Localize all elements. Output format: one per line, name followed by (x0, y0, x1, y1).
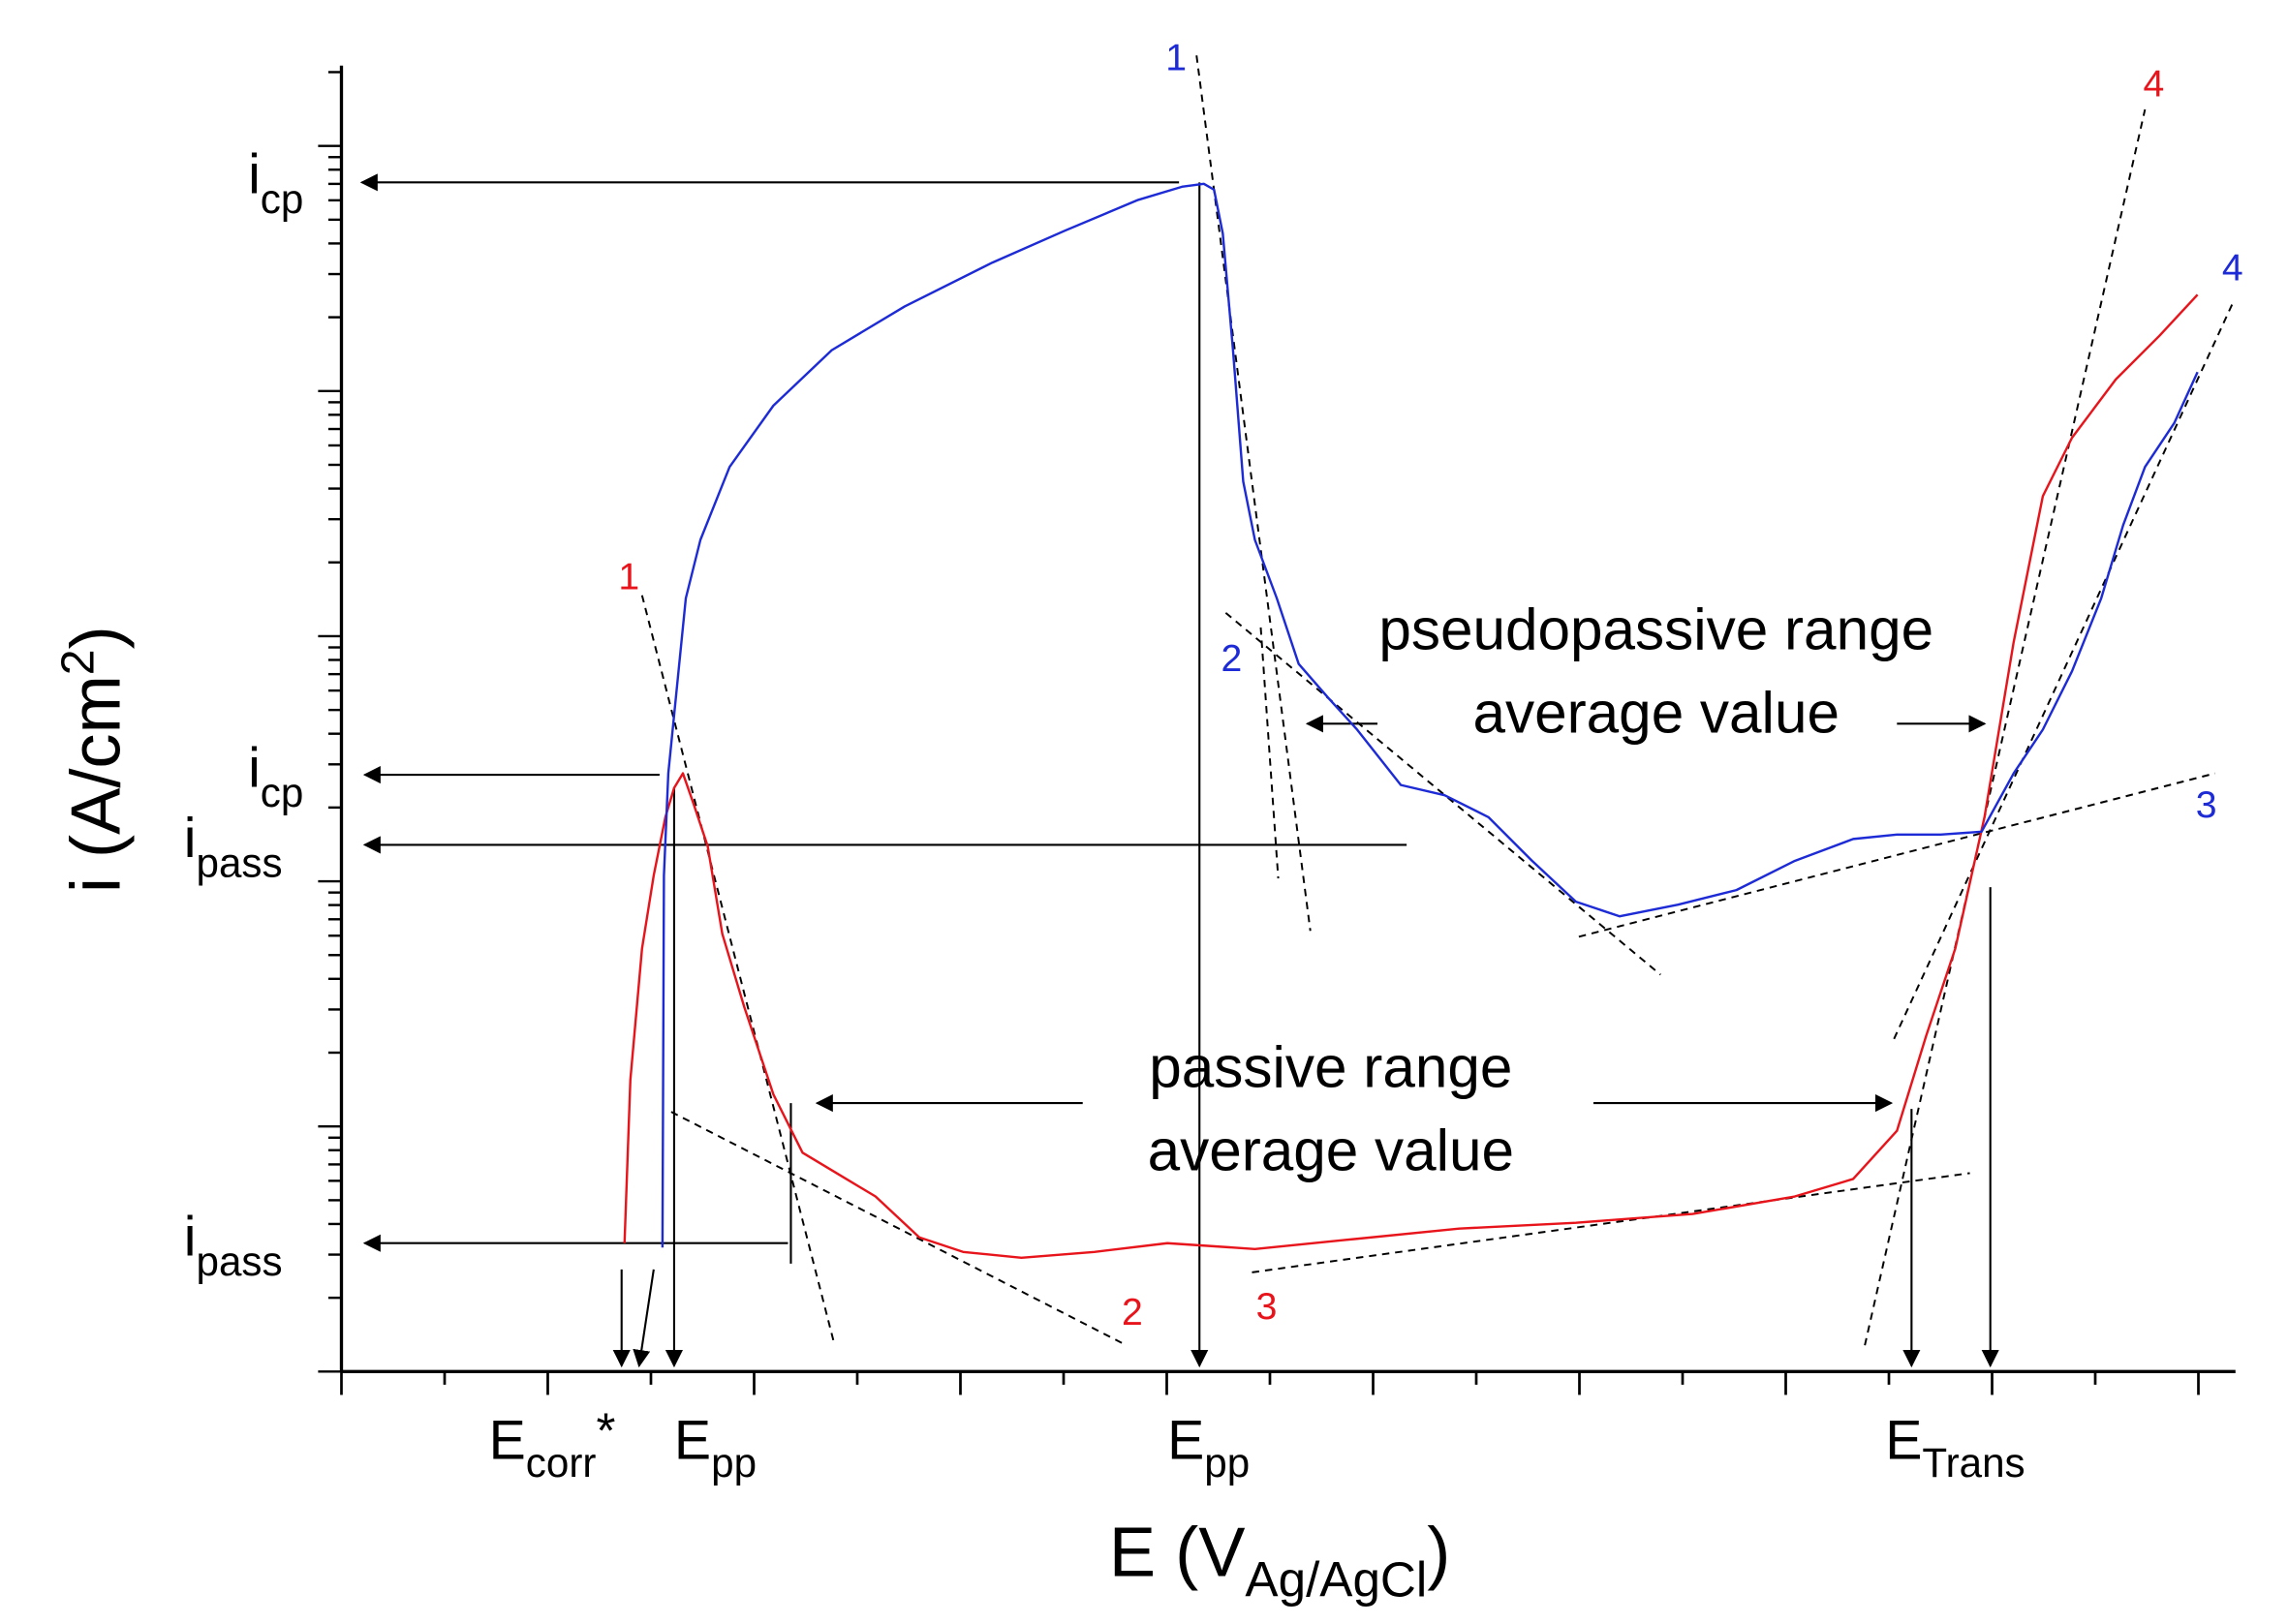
segment-labels: 1 2 3 4 1 2 3 4 (618, 37, 2242, 1333)
label-base: E (1167, 1410, 1204, 1472)
label-i-pass-4: ipass (184, 1206, 283, 1284)
label-sub: corr (526, 1440, 597, 1486)
x-axis-title-sub: Ag/AgCl (1245, 1551, 1427, 1607)
y-axis-title-main: i (A/cm (58, 675, 136, 893)
tangent-line-9 (1259, 627, 1280, 879)
label-E-pp-2: Epp (674, 1410, 757, 1486)
x-axis-title-close: ) (1427, 1514, 1450, 1591)
label-E-Trans-4: ETrans (1885, 1410, 2025, 1486)
annotation-2-line-1: passive range (1149, 1034, 1512, 1100)
annotation-1-line-1: pseudopassive range (1378, 596, 1933, 661)
label-sub: cp (261, 176, 304, 222)
blue-segment-label-4: 4 (2222, 247, 2243, 289)
y-axis-title-sup: 2 (51, 649, 104, 675)
label-i-cp-2: icp (248, 737, 303, 815)
x-axis-title: E (VAg/AgCl) (1109, 1514, 1451, 1607)
axes (318, 65, 2236, 1395)
label-sub: Trans (1922, 1440, 2025, 1486)
red-segment-label-3: 3 (1256, 1286, 1278, 1328)
red-segment-label-4: 4 (2144, 63, 2165, 105)
y-axis-title-close: ) (58, 626, 136, 649)
tangent-lines (640, 55, 2234, 1347)
label-sub: pass (197, 841, 283, 886)
label-i-cp-1: icp (248, 143, 303, 222)
label-asterisk: * (596, 1403, 615, 1458)
blue-segment-label-1: 1 (1165, 37, 1187, 78)
tangent-line-3 (1252, 1172, 1970, 1273)
tangent-line-8 (1893, 302, 2234, 1040)
label-base: E (1885, 1410, 1922, 1472)
label-base: i (184, 807, 197, 869)
red-segment-label-2: 2 (1122, 1292, 1143, 1333)
label-sub: pass (197, 1239, 283, 1284)
label-E-corr-1: Ecorr* (489, 1403, 616, 1486)
label-base: i (248, 737, 261, 799)
label-E-pp-3: Epp (1167, 1410, 1250, 1486)
label-i-pass-3: ipass (184, 807, 283, 885)
label-base: i (248, 143, 261, 205)
label-base: E (489, 1410, 526, 1472)
curves (623, 182, 2199, 1260)
label-base: E (674, 1410, 711, 1472)
red-segment-label-1: 1 (618, 557, 639, 598)
label-sub: pp (1204, 1440, 1250, 1486)
annotation-1-line-2: average value (1473, 679, 1840, 745)
ecorr-blue-arrow (633, 1269, 655, 1368)
label-base: i (184, 1206, 197, 1268)
blue-segment-label-2: 2 (1221, 638, 1242, 680)
label-sub: pp (711, 1440, 757, 1486)
y-axis-title: i (A/cm2) (51, 626, 135, 893)
red-polarization-curve (623, 293, 2199, 1260)
tangent-line-2 (670, 1111, 1128, 1347)
x-axis-title-main: E (V (1109, 1514, 1246, 1591)
tangent-line-5 (1195, 55, 1312, 932)
label-sub: cp (261, 770, 304, 815)
tangent-line-4 (1864, 108, 2147, 1346)
blue-polarization-curve (661, 182, 2199, 1248)
annotation-2-line-2: average value (1148, 1117, 1514, 1182)
potential-labels: Ecorr* Epp Epp ETrans (489, 1403, 2025, 1486)
tangent-line-7 (1578, 772, 2215, 938)
range-annotations: pseudopassive range average value passive … (1148, 596, 1934, 1182)
blue-segment-label-3: 3 (2196, 784, 2217, 826)
guide-arrows (359, 173, 1999, 1368)
tangent-line-1 (640, 595, 836, 1346)
